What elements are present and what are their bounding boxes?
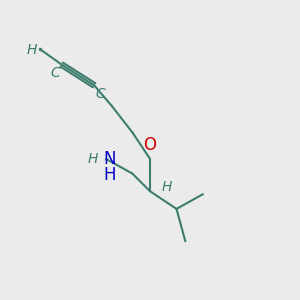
Text: H: H: [103, 166, 116, 184]
Text: H: H: [162, 180, 172, 194]
Text: N: N: [103, 150, 116, 168]
Text: C: C: [95, 87, 105, 101]
Text: C: C: [50, 66, 60, 80]
Text: H: H: [26, 43, 37, 57]
Text: O: O: [143, 136, 157, 154]
Text: H: H: [88, 152, 98, 166]
